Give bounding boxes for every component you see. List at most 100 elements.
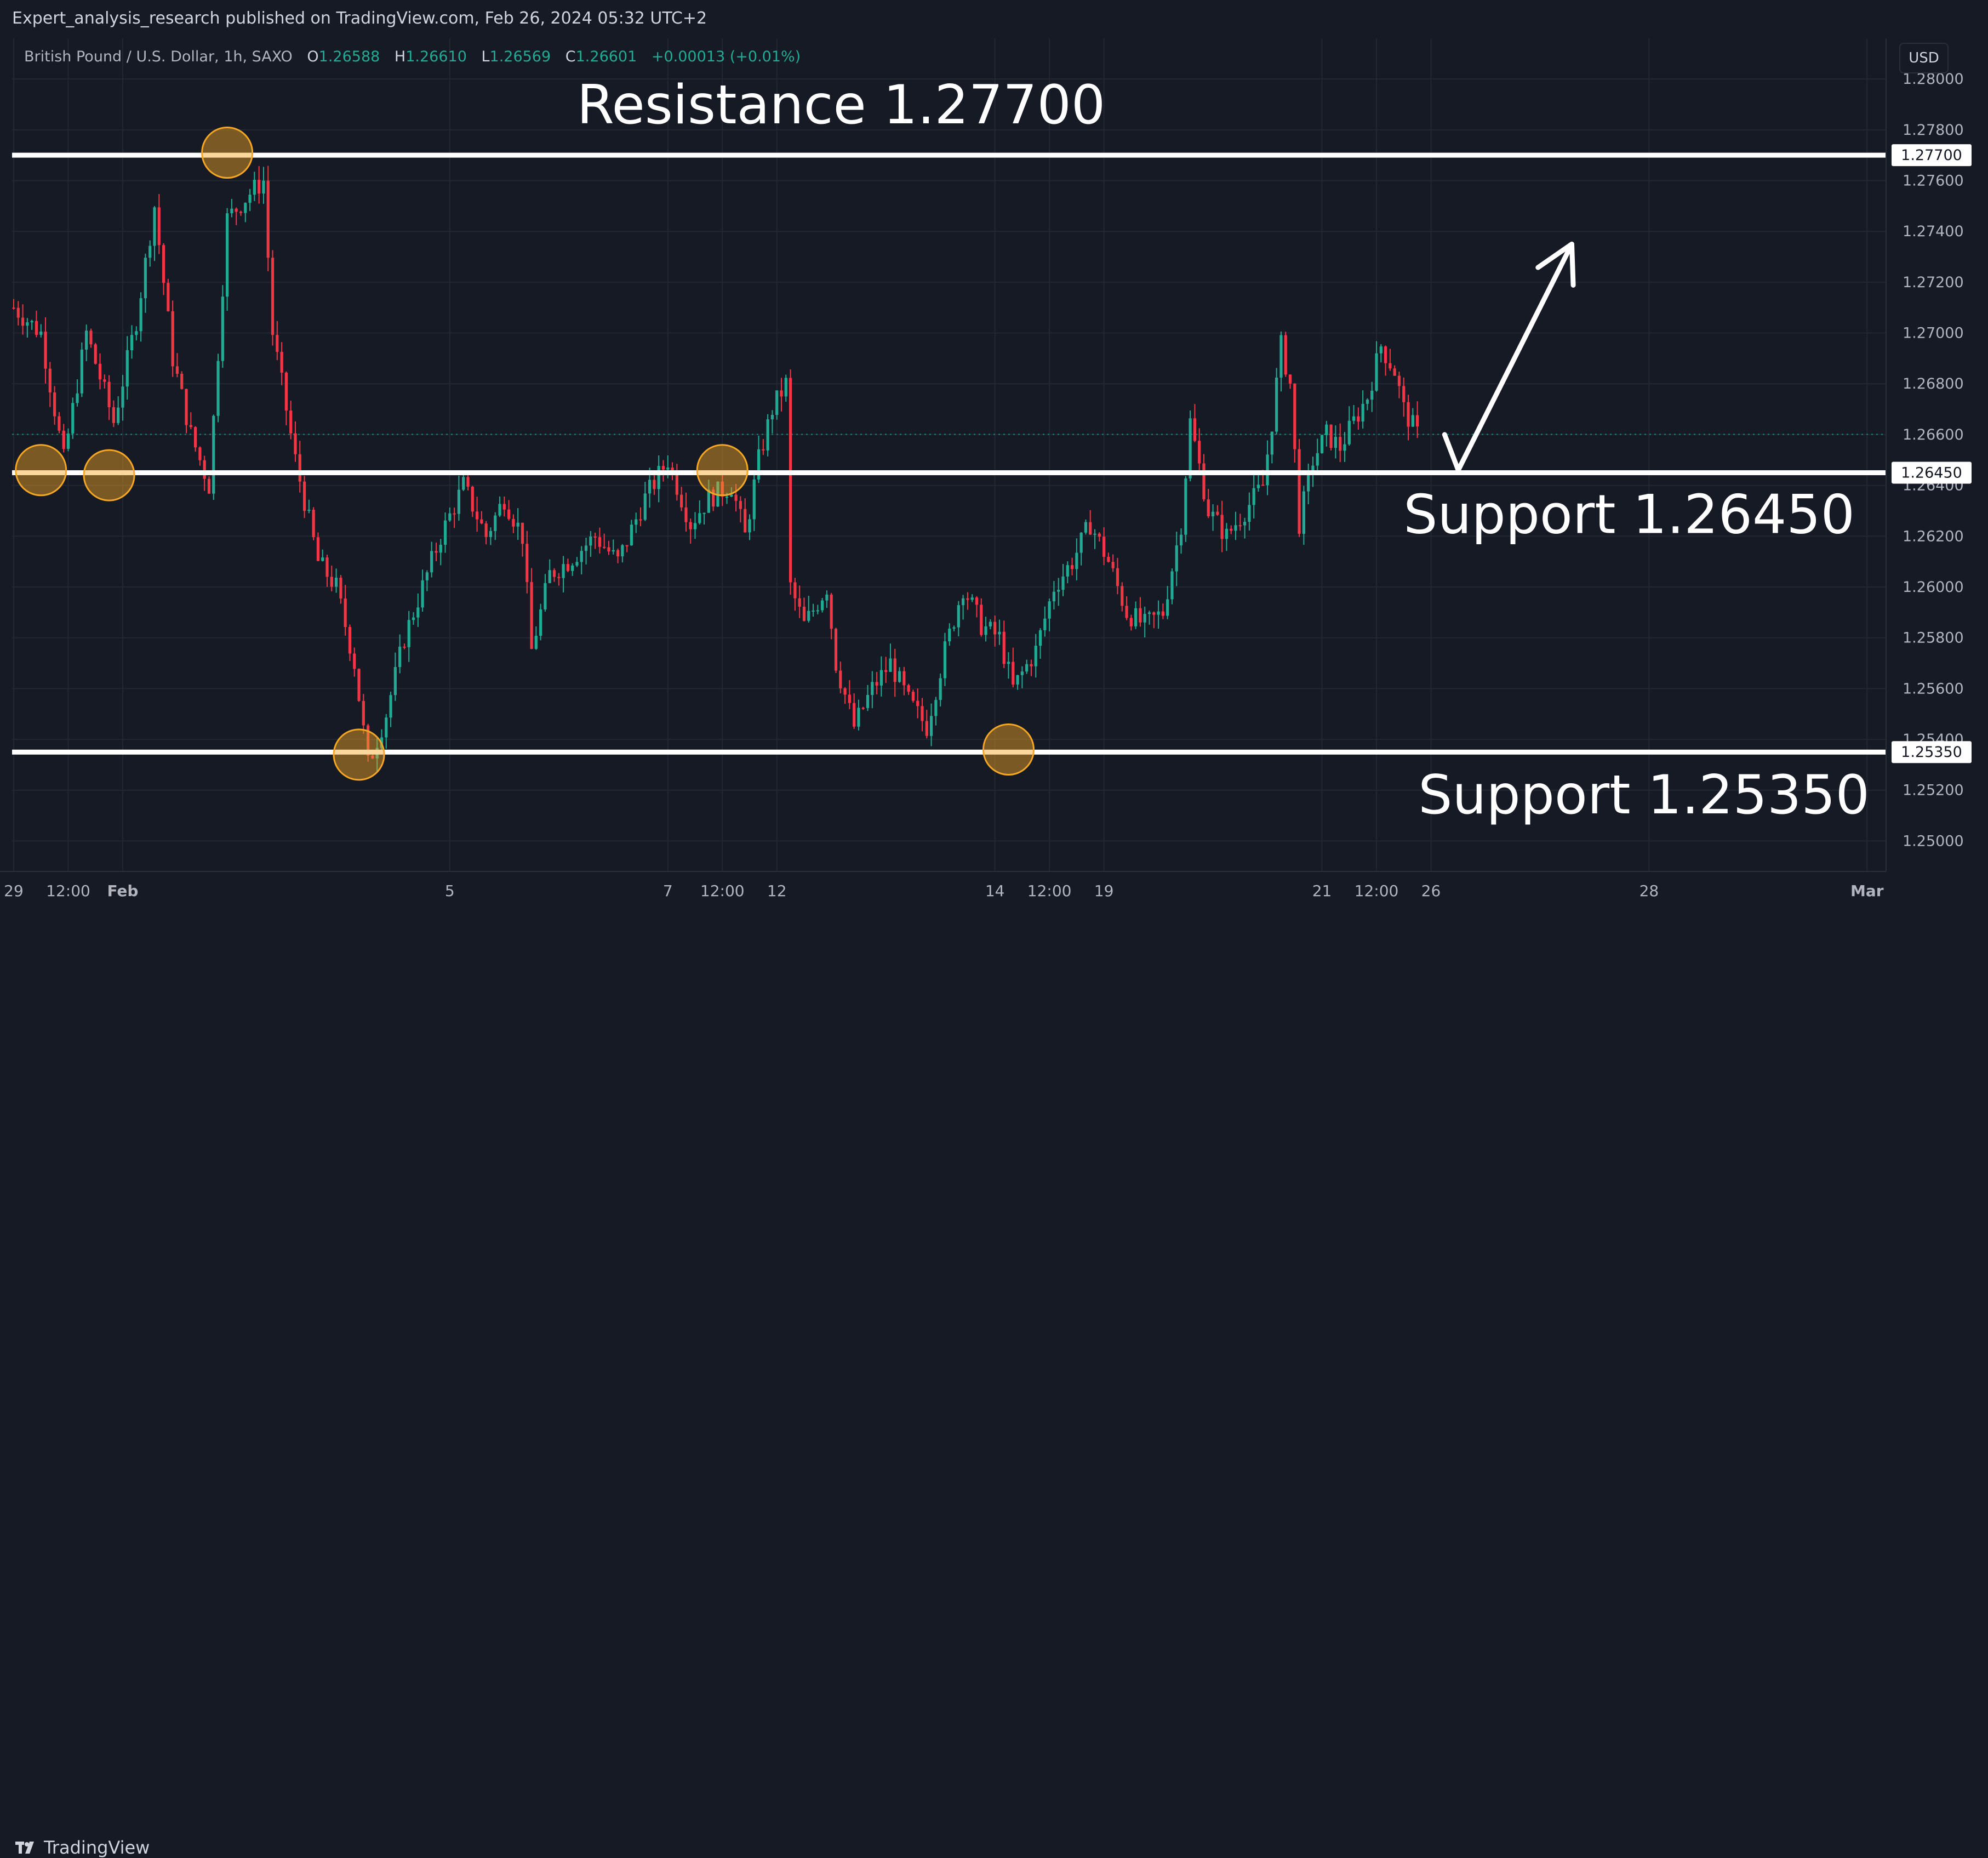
- price-chart[interactable]: 1.28000 1.27800 1.27600 1.27400 1.27200 1.270…: [0, 0, 1988, 958]
- level-annotation: Support 1.26450: [1403, 483, 1855, 546]
- candle-body: [1020, 671, 1024, 675]
- candle-body: [1347, 420, 1351, 444]
- candle-body: [1252, 488, 1255, 505]
- time-tick-label: 12:00: [700, 882, 745, 900]
- price-axis-panel[interactable]: [1886, 38, 1988, 871]
- tradingview-logo[interactable]: TradingView: [15, 1837, 150, 1858]
- candle-body: [712, 489, 715, 507]
- candles: [12, 166, 1419, 772]
- candle-body: [1043, 618, 1047, 630]
- candle-body: [1389, 363, 1392, 369]
- candle-body: [1375, 353, 1378, 391]
- candle-body: [603, 546, 606, 548]
- candle-body: [412, 617, 415, 620]
- candle-body: [757, 449, 761, 480]
- candle-body: [44, 332, 47, 369]
- candle-body: [357, 669, 361, 701]
- candle-body: [39, 332, 43, 335]
- level-axis-label: 1.27700: [1901, 147, 1962, 164]
- candle-body: [1411, 415, 1414, 427]
- publisher-text: Expert_analysis_research published on Tr…: [12, 9, 707, 28]
- candle-body: [675, 470, 678, 495]
- candle-body: [1256, 485, 1260, 488]
- candle-body: [1243, 522, 1247, 526]
- candle-body: [1234, 525, 1237, 531]
- candle-body: [489, 531, 493, 537]
- candle-body: [1370, 390, 1374, 400]
- candle-body: [816, 610, 819, 612]
- candle-body: [825, 594, 829, 601]
- candle-body: [344, 598, 347, 627]
- candle-body: [80, 349, 83, 394]
- candle-body: [739, 500, 742, 509]
- currency-button[interactable]: USD: [1899, 43, 1949, 73]
- candle-body: [62, 430, 65, 449]
- candle-body: [1225, 528, 1229, 539]
- candle-body: [1189, 418, 1192, 478]
- candle-body: [911, 692, 915, 701]
- candle-body: [1307, 471, 1310, 492]
- candle-body: [457, 489, 461, 514]
- candle-body: [484, 523, 488, 537]
- candle-body: [66, 433, 70, 449]
- price-axis[interactable]: 1.28000 1.27800 1.27600 1.27400 1.27200 1.270…: [1892, 71, 1972, 850]
- candle-body: [1079, 532, 1083, 553]
- candle-body: [498, 504, 501, 516]
- candle-body: [866, 695, 870, 708]
- time-axis-panel[interactable]: [0, 871, 1886, 914]
- candle-body: [403, 646, 406, 648]
- candle-body: [1166, 599, 1169, 616]
- candle-body: [857, 708, 860, 727]
- price-tick-label: 1.27200: [1903, 274, 1964, 291]
- candle-body: [76, 393, 79, 403]
- candle-body: [571, 565, 574, 571]
- candle-body: [989, 622, 992, 626]
- time-axis[interactable]: 29 12:00 Feb 5 7 12:00 12 14 12:00 19 21 12:00 26 28 M…: [4, 882, 1884, 900]
- candle-body: [439, 544, 442, 553]
- candle-body: [1198, 441, 1201, 464]
- candle-body: [175, 366, 179, 374]
- candle-body: [1379, 346, 1383, 354]
- high-label: H: [394, 48, 406, 65]
- symbol-name[interactable]: British Pound / U.S. Dollar, 1h, SAXO: [24, 48, 293, 65]
- candle-body: [1016, 675, 1019, 685]
- candle-body: [916, 700, 919, 706]
- candle-body: [1334, 437, 1337, 448]
- time-tick-label: 5: [445, 882, 455, 900]
- candle-body: [1216, 511, 1219, 515]
- candle-body: [334, 577, 338, 587]
- candle-body: [1366, 400, 1369, 404]
- candle-body: [167, 283, 170, 311]
- candle-body: [16, 307, 20, 318]
- projection: [1442, 241, 1576, 473]
- time-tick-label: 12: [767, 882, 787, 900]
- candle-body: [612, 550, 615, 552]
- candle-body: [216, 361, 220, 416]
- level-axis-tag: [1892, 144, 1972, 167]
- candle-body: [512, 518, 515, 527]
- candle-body: [1293, 383, 1296, 449]
- candle-body: [621, 545, 624, 557]
- candle-body: [1211, 511, 1215, 517]
- candle-body: [1325, 424, 1328, 435]
- candle-body: [752, 479, 756, 520]
- price-tick-label: 1.25000: [1903, 833, 1964, 850]
- candle-body: [94, 344, 97, 364]
- candle-body: [1316, 453, 1319, 466]
- candle-body: [802, 606, 806, 621]
- price-tick-label: 1.26200: [1903, 528, 1964, 545]
- candle-body: [1030, 664, 1033, 666]
- candle-body: [12, 307, 15, 309]
- candle-body: [53, 392, 56, 417]
- candle-body: [1311, 465, 1315, 472]
- candle-body: [230, 208, 233, 214]
- candle-body: [385, 717, 388, 738]
- touch-marker: [83, 449, 135, 501]
- time-tick-label: 14: [985, 882, 1005, 900]
- candle-body: [367, 725, 370, 756]
- candle-body: [448, 513, 452, 521]
- candle-body: [975, 597, 979, 605]
- candle-body: [103, 379, 106, 382]
- candle-body: [1061, 576, 1065, 590]
- time-tick-label: 12:00: [46, 882, 90, 900]
